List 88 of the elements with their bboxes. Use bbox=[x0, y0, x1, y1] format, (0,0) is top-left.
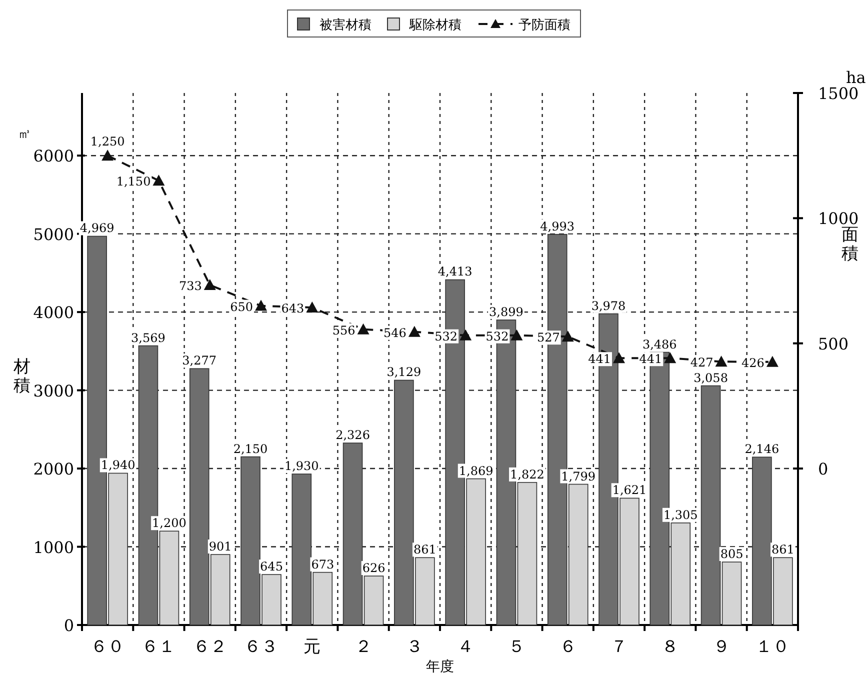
x-tick-label: ６ bbox=[559, 637, 576, 657]
y2-axis-title: 面積 bbox=[842, 225, 858, 264]
data-label: 1,822 bbox=[510, 467, 544, 482]
x-tick-label: ３ bbox=[406, 637, 423, 657]
data-label: 556 bbox=[332, 323, 356, 338]
x-tick-label: ２ bbox=[354, 637, 372, 657]
data-label: 4,993 bbox=[540, 219, 575, 234]
y-tick-label: 4000 bbox=[33, 303, 74, 322]
point bbox=[460, 329, 472, 340]
data-label: 645 bbox=[260, 560, 283, 574]
point bbox=[408, 326, 420, 337]
y2-tick-label: 500 bbox=[818, 334, 849, 354]
y-tick-label: 0 bbox=[64, 616, 74, 635]
x-tick-label: １０ bbox=[755, 637, 790, 657]
x-tick-label: ４ bbox=[457, 637, 474, 657]
y-tick-label: 2000 bbox=[33, 460, 74, 479]
x-tick-label: 元 bbox=[304, 637, 321, 657]
point bbox=[152, 174, 165, 186]
data-label: 1,150 bbox=[116, 174, 151, 189]
data-label: 546 bbox=[384, 326, 406, 340]
data-label: 1,621 bbox=[612, 483, 647, 498]
x-tick-label: ６１ bbox=[142, 637, 176, 657]
data-label: 1,305 bbox=[663, 508, 698, 522]
data-label: 2,146 bbox=[744, 442, 780, 456]
point bbox=[664, 352, 676, 364]
data-label: 861 bbox=[413, 542, 436, 557]
point bbox=[306, 302, 318, 313]
data-label: 3,129 bbox=[386, 365, 422, 380]
data-label: 1,940 bbox=[100, 458, 136, 472]
y2-tick-label: 0 bbox=[818, 460, 828, 479]
x-axis-title: 年度 bbox=[426, 659, 454, 675]
data-label: 650 bbox=[230, 300, 253, 314]
point bbox=[562, 330, 574, 342]
legend-label: 被害材積 bbox=[320, 17, 372, 33]
data-label: 3,899 bbox=[489, 304, 524, 319]
point bbox=[766, 356, 778, 367]
data-label: 4,969 bbox=[80, 221, 114, 236]
x-tick-label: ７ bbox=[610, 637, 628, 657]
data-label: 427 bbox=[690, 356, 714, 370]
data-label: 805 bbox=[720, 547, 744, 562]
legend-label: 予防面積 bbox=[518, 18, 570, 33]
x-tick-label: ６３ bbox=[244, 637, 278, 657]
data-label: 527 bbox=[536, 330, 560, 345]
y-tick-label: 1000 bbox=[33, 538, 74, 557]
data-label: 3,486 bbox=[642, 337, 677, 352]
data-label: 3,569 bbox=[131, 330, 166, 345]
data-label: 901 bbox=[208, 540, 232, 554]
x-tick-label: ８ bbox=[662, 637, 679, 657]
data-label: 626 bbox=[362, 561, 386, 576]
data-label: 3,058 bbox=[694, 370, 728, 385]
data-label: 426 bbox=[742, 356, 764, 370]
data-label: 441 bbox=[639, 352, 662, 366]
data-label: 673 bbox=[311, 557, 334, 572]
text: ㎥ bbox=[18, 127, 31, 142]
point bbox=[613, 352, 625, 364]
data-label: 1,799 bbox=[561, 469, 596, 484]
point bbox=[510, 329, 523, 340]
data-label: 2,150 bbox=[233, 442, 268, 456]
data-label: 3,978 bbox=[591, 298, 626, 313]
text: ha bbox=[846, 68, 866, 87]
y-tick-label: 3000 bbox=[33, 381, 74, 400]
point bbox=[255, 300, 267, 311]
data-label: 532 bbox=[486, 329, 509, 344]
data-label: 4,413 bbox=[438, 264, 472, 279]
point bbox=[204, 279, 216, 290]
legend-label: 駆除材積 bbox=[408, 18, 462, 33]
data-label: 532 bbox=[434, 329, 458, 344]
x-tick-label: ９ bbox=[712, 637, 730, 657]
point bbox=[357, 323, 370, 334]
y-tick-label: 6000 bbox=[33, 146, 74, 166]
data-label: 1,869 bbox=[458, 464, 494, 478]
x-tick-label: ６０ bbox=[90, 637, 125, 657]
y-axis-title: 材積 bbox=[12, 357, 30, 396]
x-tick-label: ５ bbox=[508, 637, 526, 657]
data-label: 1,200 bbox=[152, 516, 186, 530]
point bbox=[715, 356, 728, 367]
data-label: 441 bbox=[588, 352, 611, 366]
data-label: 733 bbox=[178, 279, 202, 294]
y-tick-label: 5000 bbox=[33, 224, 74, 244]
y2-tick-label: 1500 bbox=[818, 84, 859, 103]
data-label: 861 bbox=[771, 542, 794, 557]
data-label: 643 bbox=[281, 302, 304, 316]
point bbox=[102, 150, 114, 161]
data-label: 1,250 bbox=[90, 134, 125, 149]
x-tick-label: ６２ bbox=[192, 637, 227, 657]
data-label: 1,930 bbox=[284, 459, 319, 474]
data-label: 2,326 bbox=[336, 428, 370, 442]
data-label: 3,277 bbox=[182, 354, 217, 368]
